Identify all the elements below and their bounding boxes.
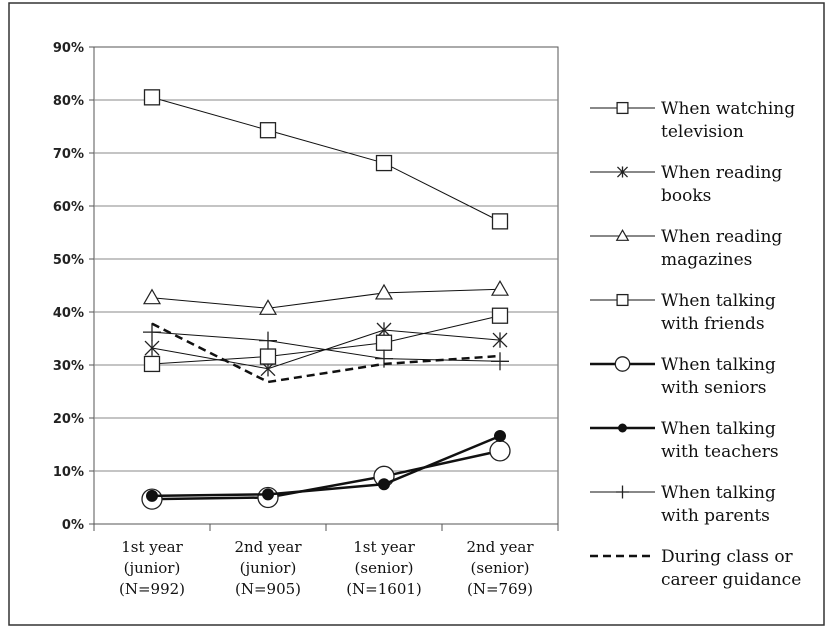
data-point <box>143 355 161 373</box>
data-point <box>143 89 161 106</box>
y-tick-label: 60% <box>53 200 84 215</box>
series-line <box>151 288 501 309</box>
data-point <box>378 478 390 491</box>
gridlines <box>94 99 558 472</box>
y-tick-label: 70% <box>53 147 84 162</box>
data-point <box>490 280 510 296</box>
data-point <box>146 489 158 502</box>
series-line <box>151 322 501 384</box>
data-point <box>491 352 509 371</box>
series-line <box>151 449 501 501</box>
y-tick-label: 30% <box>53 359 84 374</box>
data-point <box>262 488 274 501</box>
legend-label: When talking with teachers <box>661 419 779 462</box>
y-tick-label: 10% <box>53 465 84 480</box>
data-point <box>618 423 627 433</box>
legend-item-5: When talking with seniors <box>590 355 776 398</box>
x-tick-label: 2nd year (junior) (N=905) <box>234 538 302 598</box>
legend-label: When watching television <box>661 99 795 142</box>
series-layer <box>141 89 511 510</box>
plot-area: 0% 10% 20% 30% 40% 50% 60% 70% 80% 90% 1st year (j… <box>53 41 559 598</box>
series-3 <box>142 280 510 315</box>
data-point <box>259 331 277 350</box>
data-point <box>616 485 629 499</box>
outer-border <box>8 2 825 626</box>
y-tick-label: 0% <box>62 518 84 533</box>
legend-label: When talking with friends <box>661 291 776 334</box>
legend-item-4: When talking with friends <box>590 291 776 334</box>
data-point <box>494 430 506 443</box>
data-point <box>491 213 509 230</box>
x-axis: 1st year (junior) (N=992) 2nd year (junior)(… <box>93 524 559 598</box>
legend: When watching television When reading books… <box>590 99 801 590</box>
legend-item-2: When reading books <box>590 163 782 206</box>
x-tick-label: 1st year (senior) (N=1601) <box>346 538 422 598</box>
legend-item-7: When talking with parents <box>590 483 776 526</box>
data-point <box>258 299 278 315</box>
data-point <box>489 440 511 462</box>
legend-label: During class or career guidance <box>661 547 801 590</box>
legend-item-3: When reading magazines <box>590 227 782 270</box>
data-point <box>614 356 631 372</box>
data-point <box>143 323 161 342</box>
y-tick-label: 20% <box>53 412 84 427</box>
series-line <box>151 434 501 498</box>
data-point <box>491 307 509 324</box>
legend-item-8: During class or career guidance <box>590 547 801 590</box>
series-8 <box>151 322 501 384</box>
legend-label: When reading magazines <box>661 227 782 270</box>
data-point <box>617 166 628 178</box>
legend-label: When reading books <box>661 163 782 206</box>
series-line <box>151 96 501 222</box>
data-point <box>259 348 277 365</box>
legend-label: When talking with seniors <box>661 355 776 398</box>
data-point <box>492 332 508 348</box>
legend-item-6: When talking with teachers <box>590 419 779 462</box>
legend-label: When talking with parents <box>661 483 776 526</box>
series-1 <box>143 89 509 230</box>
y-tick-label: 80% <box>53 94 84 109</box>
y-tick-label: 40% <box>53 306 84 321</box>
y-tick-label: 50% <box>53 253 84 268</box>
series-6 <box>146 430 506 502</box>
data-point <box>616 293 629 307</box>
legend-item-1: When watching television <box>590 99 795 142</box>
data-point <box>615 229 630 241</box>
x-tick-label: 2nd year (senior) (N=769) <box>466 538 534 598</box>
y-axis: 0% 10% 20% 30% 40% 50% 60% 70% 80% 90% <box>53 41 94 533</box>
data-point <box>375 154 393 172</box>
data-point <box>374 283 394 300</box>
x-tick-label: 1st year (junior) (N=992) <box>119 538 185 598</box>
data-point <box>142 288 162 305</box>
data-point <box>375 334 393 351</box>
data-point <box>616 101 629 115</box>
y-tick-label: 90% <box>53 41 84 56</box>
data-point <box>259 122 277 139</box>
series-4 <box>143 307 509 373</box>
data-point <box>144 340 160 356</box>
